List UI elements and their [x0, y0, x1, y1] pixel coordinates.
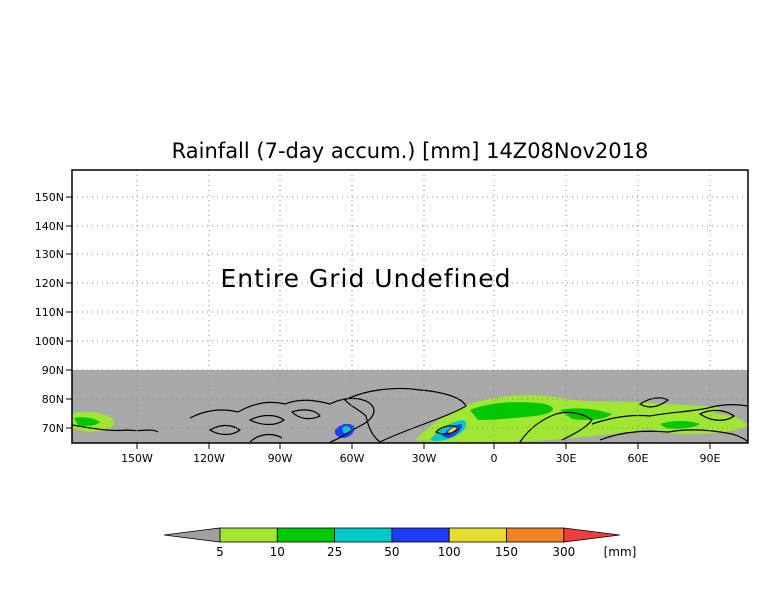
- lat-label: 80N: [42, 393, 64, 406]
- lon-label: 60E: [628, 452, 649, 465]
- legend-threshold-label: 300: [552, 545, 575, 559]
- lat-label: 100N: [35, 335, 64, 348]
- legend-threshold-label: 25: [327, 545, 342, 559]
- lon-label: 120W: [193, 452, 225, 465]
- map-area: [71, 169, 749, 444]
- gridlines: [72, 170, 748, 443]
- coast-archipelago-3: [290, 409, 321, 420]
- lon-label: 30W: [412, 452, 437, 465]
- coast-novaya-zemlya: [638, 397, 670, 408]
- lon-label: 60W: [340, 452, 365, 465]
- precip-alaska-green: [74, 417, 100, 426]
- coast-russia: [591, 404, 749, 425]
- legend-swatch: [219, 527, 278, 543]
- precipitation-field: [72, 395, 748, 442]
- lat-label: 140N: [35, 220, 64, 233]
- legend-unit: [mm]: [604, 545, 637, 559]
- lon-label: 30E: [556, 452, 577, 465]
- color-legend: 5 10 25 50 100 150 300 [mm]: [163, 527, 637, 559]
- lat-label: 70N: [42, 422, 64, 435]
- precip-labrador-cyan: [342, 426, 351, 434]
- longitude-labels: 150W 120W 90W 60W 30W 0 30E 60E 90E: [121, 443, 721, 465]
- latitude-labels: 150N 140N 130N 120N 110N 100N 90N 80N 70N: [35, 191, 72, 435]
- map-frame: [71, 169, 749, 444]
- coast-scandinavia: [519, 411, 593, 443]
- legend-swatch-above: [563, 527, 620, 543]
- lat-label: 130N: [35, 248, 64, 261]
- coastlines: [71, 387, 749, 443]
- legend-swatch-below: [163, 527, 221, 543]
- coast-taymyr: [698, 409, 736, 421]
- legend-threshold-label: 150: [495, 545, 518, 559]
- undefined-grid-notice: Entire Grid Undefined: [220, 264, 511, 293]
- coast-canada-arctic: [189, 397, 375, 443]
- coast-hudson: [249, 433, 283, 443]
- lat-label: 120N: [35, 277, 64, 290]
- lon-label: 90E: [700, 452, 721, 465]
- coast-siberia-south: [599, 429, 749, 443]
- coast-archipelago-2: [248, 414, 286, 426]
- legend-threshold-label: 10: [270, 545, 285, 559]
- lon-label: 150W: [121, 452, 153, 465]
- legend-swatch: [448, 527, 507, 543]
- lon-label: 90W: [268, 452, 293, 465]
- precip-atlantic-green: [470, 402, 553, 420]
- precip-siberia-green: [660, 421, 700, 429]
- coast-greenland: [344, 387, 467, 443]
- coast-alaska: [71, 424, 159, 433]
- map-title: Rainfall (7-day accum.) [mm] 14Z08Nov201…: [172, 139, 649, 163]
- lat-label: 150N: [35, 191, 64, 204]
- legend-swatch: [276, 527, 335, 543]
- precip-iceland-yellow: [448, 426, 458, 434]
- lat-label: 110N: [35, 306, 64, 319]
- legend-swatch: [334, 527, 393, 543]
- lat-label: 90N: [42, 364, 64, 377]
- legend-swatch: [391, 527, 450, 543]
- legend-threshold-label: 50: [384, 545, 399, 559]
- precip-europe-green: [560, 408, 612, 420]
- legend-threshold-label: 100: [438, 545, 461, 559]
- legend-swatch: [506, 527, 565, 543]
- lon-label: 0: [491, 452, 498, 465]
- coast-archipelago-1: [208, 424, 242, 436]
- legend-threshold-label: 5: [216, 545, 224, 559]
